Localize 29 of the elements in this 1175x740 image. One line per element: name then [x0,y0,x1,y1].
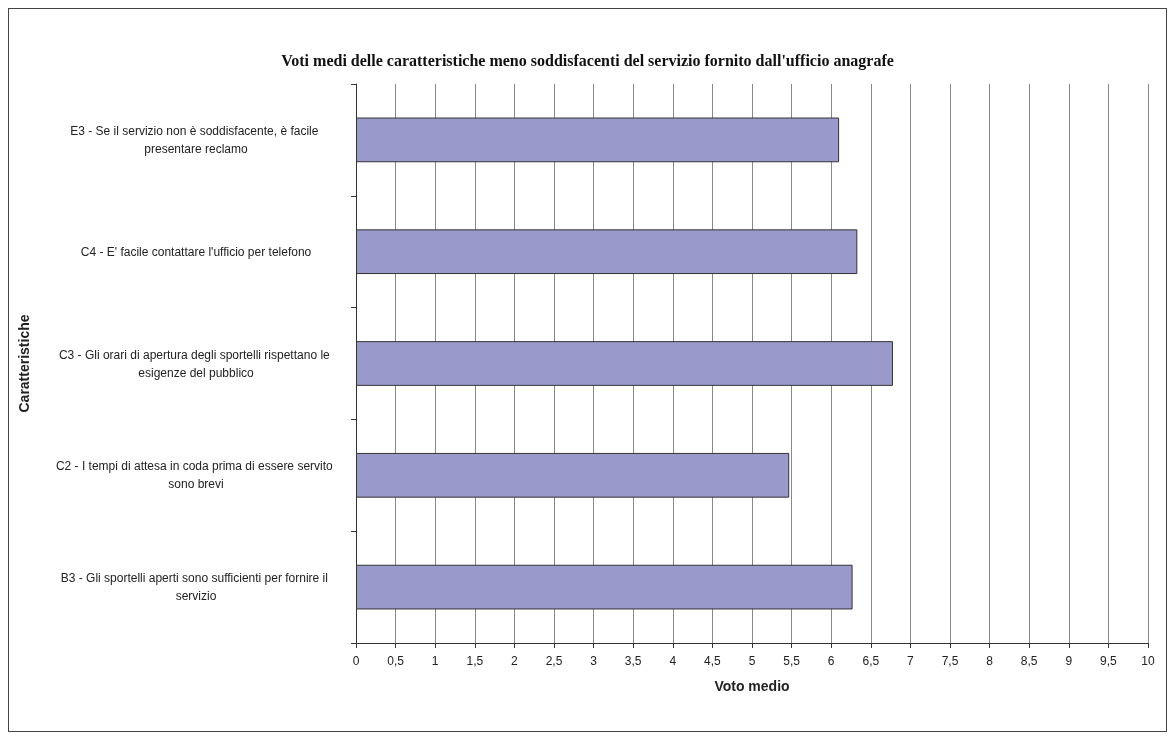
x-tick-label: 8 [986,654,994,668]
x-tick-label: 6 [827,654,835,668]
x-tick-label: 7,5 [941,654,959,668]
x-tick-label: 5 [748,654,756,668]
x-tick-label: 3,5 [624,654,642,668]
x-tick-label: 7 [907,654,915,668]
x-tick-label: 8,5 [1020,654,1038,668]
x-axis-title: Voto medio [714,678,790,694]
x-tick-label: 5,5 [783,654,801,668]
x-tick-label: 2 [511,654,519,668]
x-tick-label: 0,5 [387,654,405,668]
x-tick-label: 1,5 [466,654,484,668]
x-tick-label: 4,5 [704,654,722,668]
x-tick-label: 9,5 [1100,654,1118,668]
chart-title: Voti medi delle caratteristiche meno soddisfacenti del servizio fornito dall'ufficio anagrafe [281,51,894,70]
x-tick-label: 0 [352,654,360,668]
y-tick-label: C4 - E' facile contattare l'ufficio per telefono [80,244,312,259]
x-tick-label: 3 [590,654,598,668]
y-axis-title: Caratteristiche [16,314,32,413]
x-tick-label: 9 [1065,654,1073,668]
y-tick-label: E3 - Se il servizio non è soddisfacente, è facile presentare reclamo [70,123,322,156]
x-tick-label: 10 [1141,654,1155,668]
x-tick-label: 4 [669,654,677,668]
y-tick-label: B3 - Gli sportelli aperti sono sufficienti per fornire il servizio [60,571,332,604]
x-tick-label: 1 [431,654,439,668]
x-tick-label: 6,5 [862,654,880,668]
x-tick-label: 2,5 [545,654,563,668]
y-tick-label: C3 - Gli orari di apertura degli sportelli rispettano le esigenze del pubblico [58,347,334,380]
y-tick-label: C2 - I tempi di attesa in coda prima di essere servito sono brevi [55,459,337,492]
